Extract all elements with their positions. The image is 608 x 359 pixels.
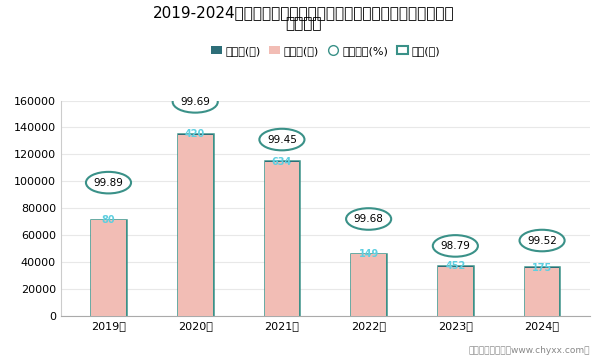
Text: 149: 149	[359, 249, 379, 259]
Text: 99.45: 99.45	[267, 135, 297, 145]
Bar	[438, 266, 472, 267]
Ellipse shape	[433, 235, 478, 257]
Bar	[91, 220, 126, 316]
Text: 99.52: 99.52	[527, 236, 557, 246]
Legend: 出口量(辆), 内销量(辆), 内销占比(%), 产量(辆): 出口量(辆), 内销量(辆), 内销占比(%), 产量(辆)	[210, 46, 440, 56]
Bar	[178, 134, 213, 316]
Text: 634: 634	[272, 157, 292, 167]
Text: 175: 175	[532, 262, 552, 272]
Bar	[264, 162, 299, 316]
Bar	[351, 254, 386, 316]
Bar	[525, 268, 559, 316]
Text: 80: 80	[102, 215, 116, 225]
Text: 452: 452	[445, 261, 466, 271]
Bar	[91, 220, 126, 316]
Ellipse shape	[86, 172, 131, 194]
Text: 99.89: 99.89	[94, 178, 123, 188]
Bar	[264, 161, 299, 162]
Ellipse shape	[519, 230, 565, 251]
Bar	[438, 267, 472, 316]
Ellipse shape	[173, 91, 218, 113]
Ellipse shape	[260, 129, 305, 150]
Text: 98.79: 98.79	[440, 241, 471, 251]
Bar	[525, 267, 559, 316]
Text: 420: 420	[185, 130, 206, 139]
Text: 2019-2024年宁波东方凌云车辆制造有限公司摩托车产销及出口情: 2019-2024年宁波东方凌云车辆制造有限公司摩托车产销及出口情	[153, 5, 455, 20]
Bar	[264, 161, 299, 316]
Bar	[351, 254, 386, 316]
Text: 99.68: 99.68	[354, 214, 384, 224]
Text: 99.69: 99.69	[180, 97, 210, 107]
Bar	[178, 134, 213, 135]
Bar	[438, 266, 472, 316]
Text: 况统计图: 况统计图	[286, 16, 322, 31]
Text: 制图：智研咨询（www.chyxx.com）: 制图：智研咨询（www.chyxx.com）	[468, 346, 590, 355]
Bar	[178, 135, 213, 316]
Ellipse shape	[346, 208, 391, 230]
